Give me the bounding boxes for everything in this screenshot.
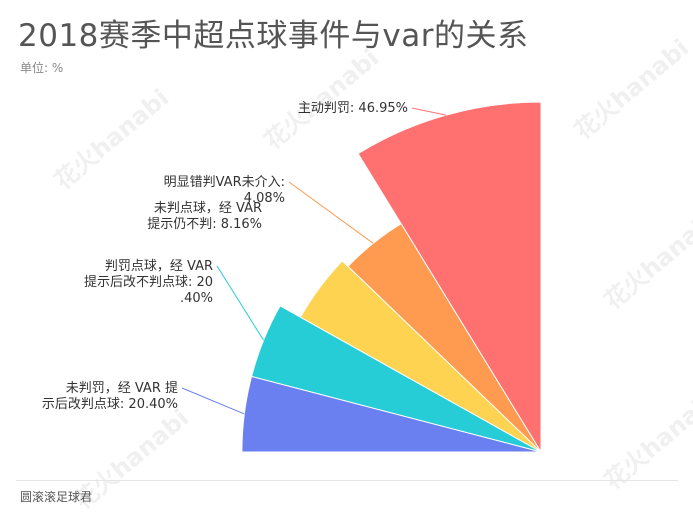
unit-label: 单位: % — [20, 61, 64, 75]
label-leader-line — [181, 387, 245, 415]
slice-label: 未判罚，经 VAR 提示后改判点球: 20.40% — [42, 380, 178, 412]
chart-labels: 主动判罚: 46.95% 明显错判VAR未介入: 4.08%未判点球，经 VAR 提示… — [42, 101, 408, 412]
slice-label: 明显错判VAR未介入: 4.08% — [164, 175, 285, 206]
label-leader-line — [411, 107, 447, 116]
chart-slices — [241, 101, 542, 454]
pie-slice — [241, 375, 542, 453]
label-leader-line — [288, 181, 374, 244]
chart-label-leaders — [181, 107, 447, 415]
footer-divider — [16, 480, 678, 481]
slice-label: 判罚点球，经 VAR 提示后改不判点球: 20.40% — [84, 259, 213, 306]
slice-label: 未判点球，经 VAR 提示仍不判: 8.16% — [147, 201, 262, 232]
source-credit: 圆滚滚足球君 — [20, 490, 93, 504]
label-leader-line — [216, 265, 264, 341]
pie-slice — [357, 101, 542, 454]
chart-title: 2018赛季中超点球事件与var的关系 — [18, 18, 529, 54]
slice-label: 主动判罚: 46.95% — [298, 101, 408, 116]
